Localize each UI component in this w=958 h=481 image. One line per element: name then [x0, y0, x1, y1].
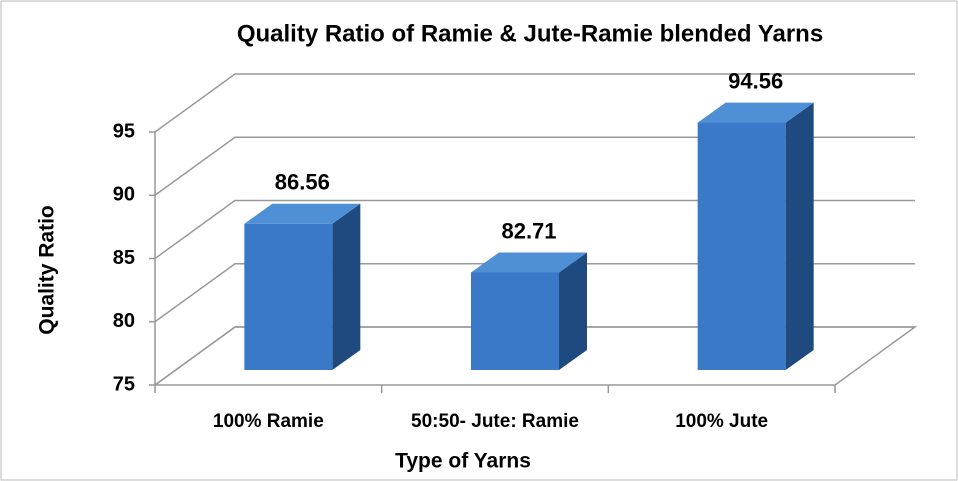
bar-top	[471, 252, 587, 273]
x-tick-label: 100% Ramie	[213, 411, 324, 432]
bar	[471, 272, 559, 370]
x-tick-label: 100% Jute	[675, 411, 768, 432]
bar-top	[697, 102, 814, 123]
data-label: 86.56	[275, 170, 330, 195]
y-tick-label: 80	[113, 310, 135, 332]
data-label: 82.71	[501, 218, 556, 243]
grid-line	[154, 199, 915, 260]
y-tick-label: 90	[113, 184, 135, 206]
data-label: 94.56	[728, 68, 783, 93]
y-axis-title: Quality Ratio	[36, 205, 59, 335]
bar-side	[785, 102, 814, 370]
bar-side	[559, 252, 587, 370]
grid-line	[154, 326, 915, 386]
x-tick-label: 50:50- Jute: Ramie	[411, 411, 579, 432]
chart-title: Quality Ratio of Ramie & Jute-Ramie blen…	[237, 20, 823, 47]
bar-top	[244, 203, 361, 224]
grid-line	[154, 136, 915, 196]
bar	[244, 223, 333, 370]
y-tick-label: 85	[113, 247, 135, 269]
grid-line	[154, 73, 915, 133]
grid-line	[154, 263, 915, 323]
bar	[697, 122, 786, 370]
x-axis-title: Type of Yarns	[395, 450, 531, 473]
bar-side	[332, 203, 361, 370]
y-tick-label: 95	[113, 120, 135, 142]
y-tick-label: 75	[113, 373, 135, 395]
